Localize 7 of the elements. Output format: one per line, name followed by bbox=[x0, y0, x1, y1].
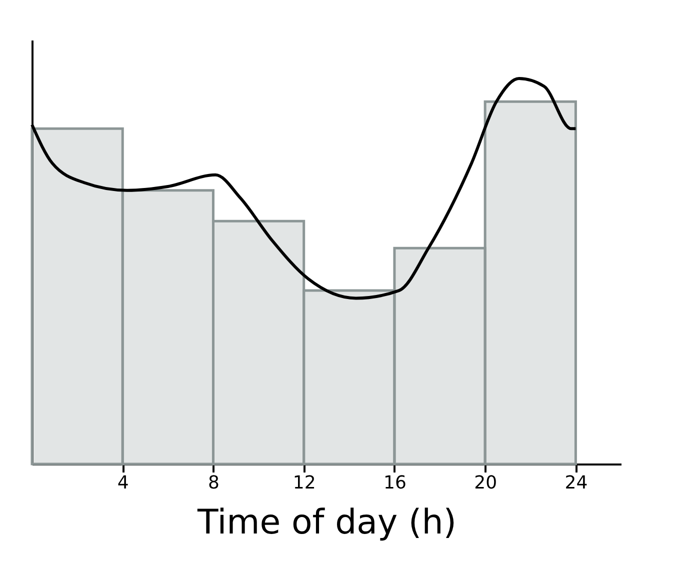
x-tick-label: 20 bbox=[474, 472, 498, 494]
x-axis-title: Time of day (h) bbox=[196, 502, 457, 542]
x-tick-label: 16 bbox=[384, 472, 406, 494]
x-tick-label: 4 bbox=[117, 472, 129, 494]
x-tick-label: 8 bbox=[208, 472, 220, 494]
x-tick-label: 12 bbox=[292, 472, 316, 494]
x-tick-label: 24 bbox=[564, 472, 588, 494]
